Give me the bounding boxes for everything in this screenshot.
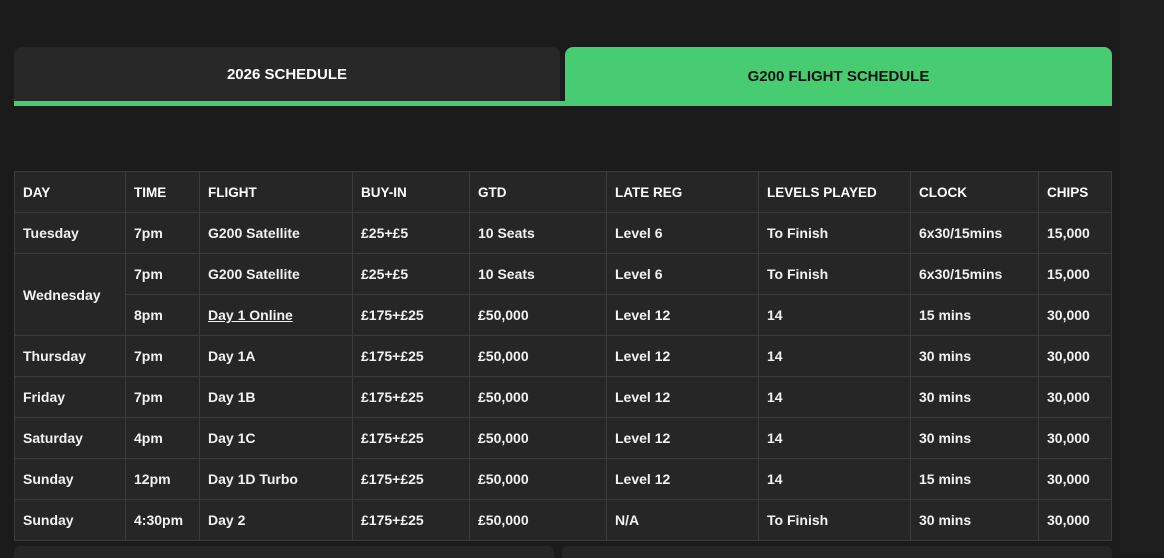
cell-flight: Day 1 Online (199, 294, 353, 336)
tab-underline (14, 101, 1112, 106)
cell-day: Sunday (14, 458, 126, 500)
table-row: Thursday 7pm Day 1A £175+£25 £50,000 Level 12… (14, 335, 1112, 377)
table-header-row: DAY TIME FLIGHT BUY-IN GTD LATE REG LEVELS PLA… (14, 171, 1112, 213)
cell-day: Friday (14, 376, 126, 418)
cell-levels: 14 (758, 376, 911, 418)
cell-flight: G200 Satellite (199, 253, 353, 295)
column-header: DAY (14, 171, 126, 213)
cell-chips: 30,000 (1038, 376, 1112, 418)
cell-time: 4pm (125, 417, 200, 459)
cell-latereg: Level 12 (606, 335, 759, 377)
table-row: Sunday 4:30pm Day 2 £175+£25 £50,000 N/A To Fi… (14, 499, 1112, 541)
cell-time: 12pm (125, 458, 200, 500)
cell-day: Sunday (14, 499, 126, 541)
cell-gtd: 10 Seats (469, 253, 607, 295)
cell-chips: 30,000 (1038, 458, 1112, 500)
tab-g200-flight-schedule[interactable]: G200 FLIGHT SCHEDULE (565, 47, 1112, 106)
column-header: TIME (125, 171, 200, 213)
lower-panel (14, 546, 554, 558)
tab-2026-schedule[interactable]: 2026 SCHEDULE (14, 47, 560, 101)
cell-chips: 15,000 (1038, 212, 1112, 254)
cell-latereg: Level 6 (606, 212, 759, 254)
table-row: Wednesday 7pm G200 Satellite £25+£5 10 Seats… (14, 253, 1112, 336)
cell-levels: 14 (758, 294, 911, 336)
flight-link[interactable]: Day 1 Online (208, 307, 293, 323)
cell-time: 7pm (125, 335, 200, 377)
column-header: LEVELS PLAYED (758, 171, 911, 213)
cell-latereg: Level 6 (606, 253, 759, 295)
cell-chips: 30,000 (1038, 294, 1112, 336)
cell-levels: 14 (758, 417, 911, 459)
cell-buyin: £25+£5 (352, 253, 470, 295)
cell-buyin: £175+£25 (352, 294, 470, 336)
cell-latereg: Level 12 (606, 458, 759, 500)
cell-gtd: £50,000 (469, 417, 607, 459)
cell-latereg: Level 12 (606, 294, 759, 336)
table-row: Sunday 12pm Day 1D Turbo £175+£25 £50,000 Lev… (14, 458, 1112, 500)
column-header: GTD (469, 171, 607, 213)
cell-chips: 30,000 (1038, 417, 1112, 459)
cell-clock: 30 mins (910, 499, 1039, 541)
cell-chips: 15,000 (1038, 253, 1112, 295)
cell-buyin: £25+£5 (352, 212, 470, 254)
cell-day: Wednesday (14, 253, 126, 336)
cell-day: Saturday (14, 417, 126, 459)
cell-gtd: £50,000 (469, 499, 607, 541)
cell-chips: 30,000 (1038, 499, 1112, 541)
cell-buyin: £175+£25 (352, 376, 470, 418)
cell-clock: 15 mins (910, 458, 1039, 500)
lower-panel (562, 546, 1112, 558)
cell-flight: Day 1A (199, 335, 353, 377)
column-header: FLIGHT (199, 171, 353, 213)
cell-flight: Day 1D Turbo (199, 458, 353, 500)
cell-flight: Day 1B (199, 376, 353, 418)
cell-flight: Day 2 (199, 499, 353, 541)
cell-time: 4:30pm (125, 499, 200, 541)
cell-gtd: 10 Seats (469, 212, 607, 254)
cell-day: Tuesday (14, 212, 126, 254)
table-row: Friday 7pm Day 1B £175+£25 £50,000 Level 12 14… (14, 376, 1112, 418)
cell-time: 8pm (125, 294, 200, 336)
cell-levels: 14 (758, 335, 911, 377)
cell-flight: Day 1C (199, 417, 353, 459)
cell-time: 7pm (125, 253, 200, 295)
cell-latereg: N/A (606, 499, 759, 541)
flight-schedule-table: DAY TIME FLIGHT BUY-IN GTD LATE REG LEVELS PLA… (14, 171, 1112, 541)
cell-buyin: £175+£25 (352, 458, 470, 500)
cell-flight: G200 Satellite (199, 212, 353, 254)
cell-levels: 14 (758, 458, 911, 500)
column-header: CHIPS (1038, 171, 1112, 213)
cell-gtd: £50,000 (469, 376, 607, 418)
cell-buyin: £175+£25 (352, 499, 470, 541)
cell-gtd: £50,000 (469, 458, 607, 500)
column-header: LATE REG (606, 171, 759, 213)
table-row: Saturday 4pm Day 1C £175+£25 £50,000 Level 12… (14, 417, 1112, 459)
cell-day: Thursday (14, 335, 126, 377)
table-row: 8pm Day 1 Online £175+£25 £50,000 Level 12 14… (15, 294, 1112, 336)
cell-clock: 30 mins (910, 417, 1039, 459)
cell-buyin: £175+£25 (352, 335, 470, 377)
cell-time: 7pm (125, 376, 200, 418)
cell-levels: To Finish (758, 499, 911, 541)
cell-chips: 30,000 (1038, 335, 1112, 377)
column-header: BUY-IN (352, 171, 470, 213)
cell-clock: 6x30/15mins (910, 253, 1039, 295)
column-header: CLOCK (910, 171, 1039, 213)
cell-buyin: £175+£25 (352, 417, 470, 459)
cell-time: 7pm (125, 212, 200, 254)
page-margin (1120, 0, 1164, 554)
cell-clock: 30 mins (910, 335, 1039, 377)
cell-clock: 6x30/15mins (910, 212, 1039, 254)
cell-clock: 15 mins (910, 294, 1039, 336)
cell-gtd: £50,000 (469, 294, 607, 336)
cell-gtd: £50,000 (469, 335, 607, 377)
cell-latereg: Level 12 (606, 417, 759, 459)
table-row: Tuesday 7pm G200 Satellite £25+£5 10 Seats Le… (14, 212, 1112, 254)
cell-levels: To Finish (758, 212, 911, 254)
cell-levels: To Finish (758, 253, 911, 295)
cell-clock: 30 mins (910, 376, 1039, 418)
cell-latereg: Level 12 (606, 376, 759, 418)
